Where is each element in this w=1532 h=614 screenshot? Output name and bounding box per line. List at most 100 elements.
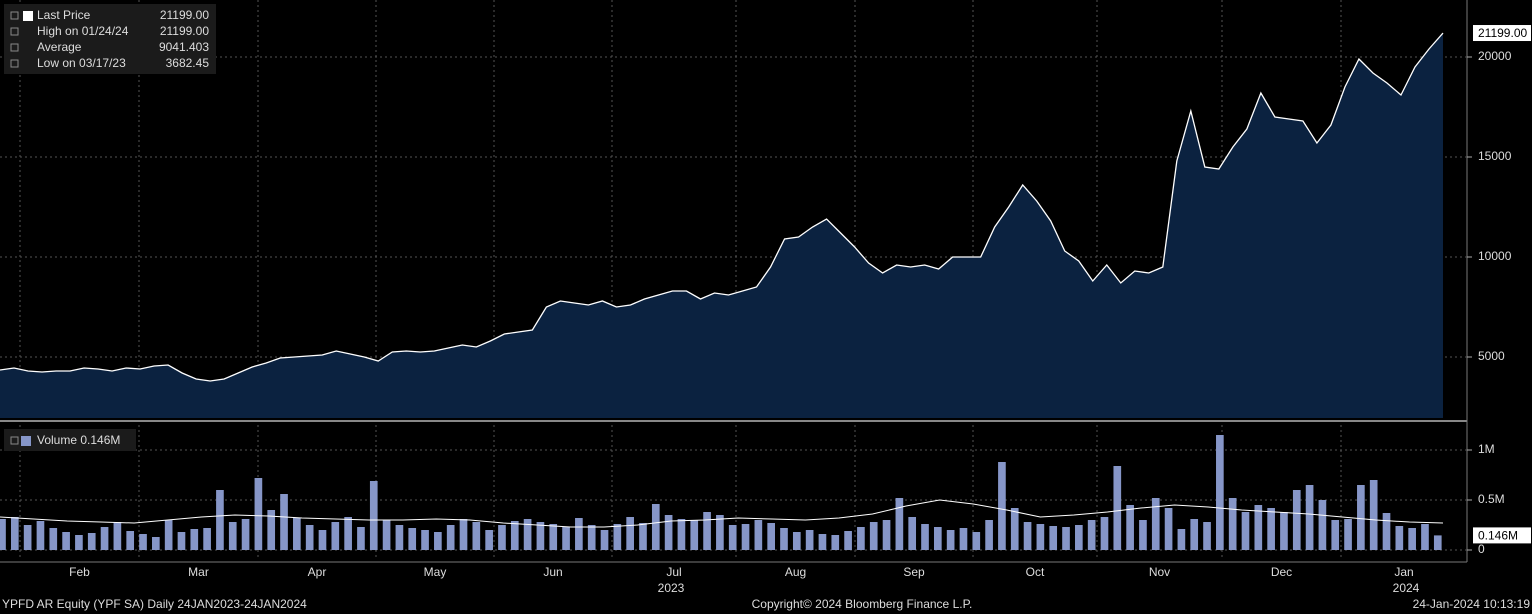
volume-bar	[664, 515, 673, 550]
volume-bar	[985, 520, 993, 550]
legend-toggle	[10, 436, 19, 445]
volume-bar	[792, 532, 801, 550]
volume-bar	[421, 530, 429, 550]
volume-bar	[972, 532, 981, 550]
volume-bar	[1062, 527, 1070, 550]
volume-bar	[228, 522, 237, 550]
volume-bar	[651, 504, 660, 550]
legend-name: Low on 03/17/23	[37, 56, 126, 70]
x-tick-label: Nov	[1149, 565, 1170, 579]
volume-bar	[1395, 526, 1404, 550]
volume-bar	[139, 534, 147, 550]
legend-value: 21199.00	[160, 24, 209, 38]
legend-name: Average	[37, 40, 82, 54]
volume-bar	[741, 524, 750, 550]
volume-bar	[1126, 505, 1134, 550]
footer-left: YPFD AR Equity (YPF SA) Daily 24JAN2023-…	[2, 597, 307, 611]
volume-bar	[1190, 519, 1199, 550]
volume-bar	[1408, 528, 1416, 550]
volume-bar	[1331, 520, 1340, 550]
last-tag-label: 21199.00	[1478, 26, 1527, 40]
volume-bar	[857, 527, 865, 550]
volume-bar	[485, 530, 493, 550]
volume-bar	[562, 527, 570, 550]
x-tick-label: Mar	[188, 565, 209, 579]
footer-right: 24-Jan-2024 10:13:19	[1413, 597, 1531, 611]
volume-bar	[498, 525, 506, 550]
volume-bar	[164, 520, 173, 550]
volume-average	[0, 499, 1444, 528]
volume-bar	[459, 519, 468, 550]
legend-swatch	[23, 11, 33, 21]
volume-bar	[75, 535, 83, 550]
volume-bar	[1216, 435, 1224, 550]
volume-bar	[382, 520, 391, 550]
last-tag-box	[1473, 25, 1531, 42]
y-tick-label: 5000	[1478, 349, 1505, 363]
volume-bar	[998, 462, 1006, 550]
x-tick-label: Dec	[1271, 565, 1292, 579]
volume-bar	[677, 519, 686, 550]
last-tag-box	[1473, 527, 1531, 544]
volume-bar	[1113, 466, 1122, 550]
volume-bar	[1075, 525, 1083, 550]
y-tick-label: 15000	[1478, 149, 1512, 163]
volume-bar	[575, 518, 583, 550]
x-tick-label: Sep	[903, 565, 925, 579]
volume-bar	[344, 517, 352, 550]
volume-bar	[293, 518, 301, 550]
volume-bar	[177, 532, 186, 550]
legend-toggle	[10, 11, 19, 20]
x-tick-label: Oct	[1026, 565, 1045, 579]
volume-bar	[305, 525, 314, 550]
legend-box	[4, 4, 216, 74]
volume-bar	[1087, 520, 1096, 550]
year-label: 2023	[658, 581, 685, 595]
volume-bar	[357, 527, 365, 550]
volume-bar	[1164, 508, 1173, 550]
volume-bar	[1267, 508, 1275, 550]
volume-bar	[1280, 512, 1288, 550]
volume-bar	[1139, 520, 1147, 550]
y-tick-label: 0.5M	[1478, 492, 1505, 506]
volume-bar	[818, 534, 827, 550]
volume-bar	[639, 523, 647, 550]
volume-bar	[1305, 485, 1314, 550]
legend-name: Last Price	[37, 8, 91, 22]
volume-bar	[126, 531, 135, 550]
volume-bar	[728, 525, 737, 550]
volume-bar	[536, 522, 545, 550]
volume-bar	[1241, 512, 1250, 550]
volume-bar	[36, 521, 45, 550]
volume-bar	[805, 530, 814, 550]
x-tick-label: Jun	[543, 565, 562, 579]
volume-bar	[1177, 529, 1186, 550]
legend-box	[4, 429, 136, 451]
volume-bar	[613, 524, 622, 550]
volume-bar	[472, 522, 481, 550]
y-tick-label: 20000	[1478, 49, 1512, 63]
volume-bar	[780, 528, 788, 550]
volume-bar	[10, 517, 19, 550]
legend-value: 3682.45	[166, 56, 210, 70]
volume-bar	[908, 517, 917, 550]
volume-bar	[152, 537, 160, 550]
last-tag-label: 0.146M	[1478, 529, 1518, 543]
price-line	[0, 32, 1444, 382]
volume-bar	[395, 525, 404, 550]
y-tick-label: 0	[1478, 542, 1485, 556]
legend-value: 21199.00	[160, 8, 209, 22]
volume-bar	[1036, 524, 1045, 550]
x-tick-label: Feb	[69, 565, 90, 579]
volume-bar	[626, 517, 634, 550]
volume-bar	[1292, 490, 1301, 550]
volume-bar	[331, 522, 340, 550]
legend-name: Volume 0.146M	[37, 433, 120, 447]
volume-bar	[1023, 522, 1032, 550]
volume-bar	[203, 528, 211, 550]
volume-bar	[267, 510, 276, 550]
volume-bar	[1421, 524, 1429, 550]
volume-bar	[87, 533, 96, 550]
